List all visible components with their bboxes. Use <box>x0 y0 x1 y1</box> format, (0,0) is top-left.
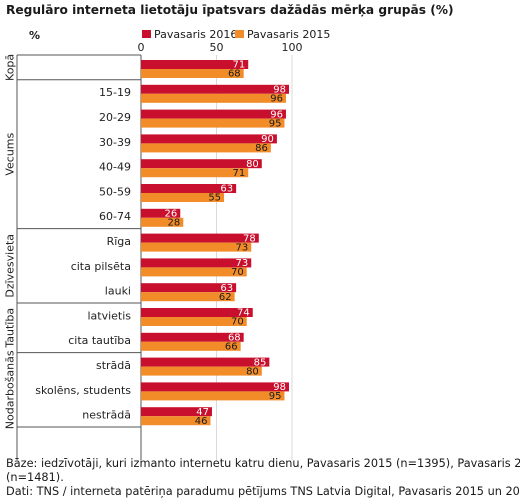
bar-2016 <box>141 258 252 268</box>
legend-label-2016: Pavasaris 2016 <box>154 28 238 41</box>
data-label-2016: 73 <box>235 258 248 269</box>
data-label-2015: 95 <box>269 391 282 402</box>
data-label-2016: 47 <box>196 407 209 418</box>
group-label: Tautība <box>4 308 17 349</box>
bar-2015 <box>141 341 241 351</box>
data-label-2015: 71 <box>232 168 245 179</box>
category-label: 40-49 <box>99 161 131 174</box>
data-label-2015: 66 <box>225 342 238 353</box>
data-label-2015: 73 <box>235 242 248 253</box>
bar-2016 <box>141 382 289 392</box>
bar-2016 <box>141 60 249 69</box>
data-label-2016: 26 <box>165 209 178 220</box>
category-label: Rīga <box>107 235 131 248</box>
bar-2015 <box>141 143 271 153</box>
bar-2016 <box>141 109 286 119</box>
bar-2016 <box>141 208 181 218</box>
bar-2015 <box>141 118 285 128</box>
footnote-line-1: Bāze: iedzīvotāji, kuri izmanto internet… <box>6 457 520 470</box>
group-label: Nodarbošanās <box>4 350 17 429</box>
chart-title: Regulāro interneta lietotāju īpatsvars d… <box>6 3 454 17</box>
category-label: nestrādā <box>82 409 131 422</box>
bar-2016 <box>141 308 253 317</box>
data-label-2015: 28 <box>168 218 181 229</box>
data-label-2015: 68 <box>228 69 241 80</box>
bar-2015 <box>141 242 252 252</box>
data-label-2016: 68 <box>228 333 241 344</box>
bar-2015 <box>141 168 249 178</box>
data-label-2015: 70 <box>231 267 244 278</box>
bar-2016 <box>141 84 289 94</box>
bar-2015 <box>141 217 184 227</box>
legend-label-2015: Pavasaris 2015 <box>247 28 331 41</box>
group-label: Dzīvesvieta <box>4 234 17 298</box>
bar-2015 <box>141 317 247 326</box>
bar-2015 <box>141 193 225 202</box>
bar-2015 <box>141 93 286 103</box>
bar-2015 <box>141 391 285 401</box>
bar-2016 <box>141 332 244 342</box>
bar-2016 <box>141 159 262 169</box>
bar-2015 <box>141 292 235 302</box>
data-label-2015: 62 <box>219 292 232 303</box>
x-tick-label-0: 0 <box>138 41 145 54</box>
category-label: lauki <box>105 285 131 298</box>
data-label-2016: 63 <box>220 283 233 294</box>
data-label-2015: 95 <box>269 118 282 129</box>
bar-2016 <box>141 407 212 417</box>
unit-label: % <box>29 29 41 42</box>
category-label: 20-29 <box>99 111 131 124</box>
legend-item-2016: Pavasaris 2016 <box>142 28 237 41</box>
category-label: skolēns, students <box>35 384 131 397</box>
group-label: Kopā <box>4 54 17 81</box>
bar-2016 <box>141 184 237 193</box>
data-label-2015: 86 <box>255 143 268 154</box>
legend-swatch-2015 <box>235 30 244 38</box>
data-label-2016: 74 <box>237 308 250 319</box>
bar-2015 <box>141 366 262 376</box>
bar-2016 <box>141 134 277 144</box>
data-label-2016: 98 <box>273 85 286 96</box>
data-label-2016: 63 <box>220 184 233 195</box>
data-label-2015: 80 <box>246 366 259 377</box>
category-label: latvietis <box>87 309 131 322</box>
category-label: 50-59 <box>99 185 131 198</box>
category-label: 15-19 <box>99 86 131 99</box>
data-label-2015: 70 <box>231 317 244 328</box>
footnote-line-2: (n=1481). <box>6 471 64 484</box>
category-label: strādā <box>96 359 131 372</box>
data-label-2015: 96 <box>270 94 283 105</box>
bar-2016 <box>141 357 270 367</box>
category-label: cita tautība <box>68 334 131 347</box>
bar-2015 <box>141 416 211 426</box>
bar-2016 <box>141 283 237 293</box>
x-tick-label-50: 50 <box>210 41 224 54</box>
category-label: cita pilsēta <box>71 260 131 273</box>
footnote-line-3: Dati: TNS / interneta patēriņa paradumu … <box>6 485 520 498</box>
category-label: 60-74 <box>99 210 131 223</box>
data-label-2015: 46 <box>195 416 208 427</box>
bar-2015 <box>141 267 247 277</box>
data-label-2016: 80 <box>246 159 259 170</box>
data-label-2016: 71 <box>232 60 245 71</box>
bar-2015 <box>141 69 244 78</box>
bar-2016 <box>141 233 259 243</box>
data-label-2015: 55 <box>208 193 221 204</box>
data-label-2016: 96 <box>270 109 283 120</box>
x-tick-label-100: 100 <box>282 41 303 54</box>
legend-item-2015: Pavasaris 2015 <box>235 28 330 41</box>
legend-swatch-2016 <box>142 30 151 38</box>
category-label: 30-39 <box>99 136 131 149</box>
data-label-2016: 78 <box>243 233 256 244</box>
data-label-2016: 90 <box>261 134 274 145</box>
data-label-2016: 98 <box>273 382 286 393</box>
group-label: Vecums <box>4 132 17 175</box>
data-label-2016: 85 <box>254 357 267 368</box>
